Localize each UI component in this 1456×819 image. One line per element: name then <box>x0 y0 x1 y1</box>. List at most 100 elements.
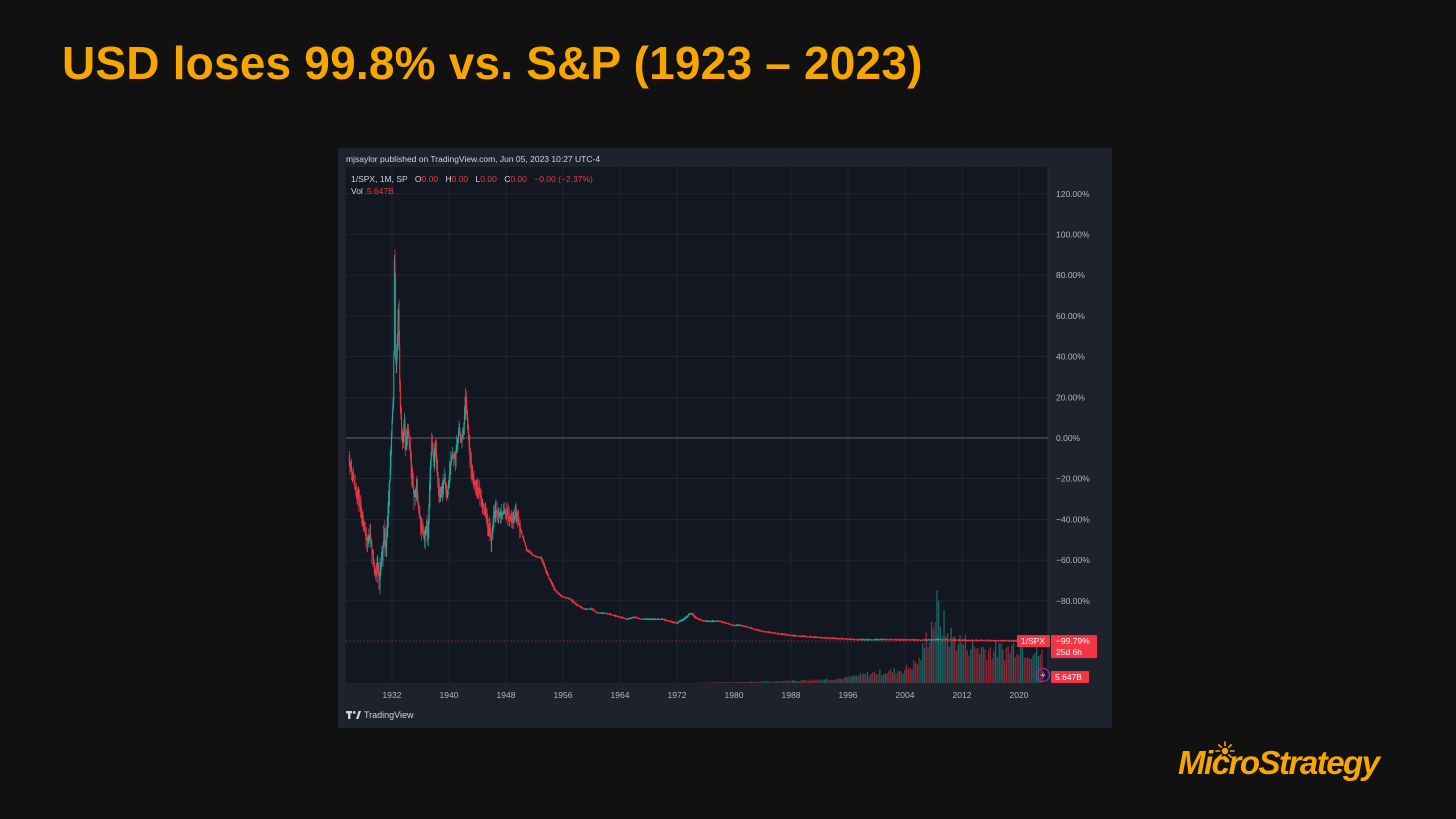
candle-body <box>656 619 658 620</box>
candle-body <box>683 618 685 620</box>
volume-bar <box>758 681 760 683</box>
volume-bar <box>727 682 730 683</box>
candle-body <box>828 637 830 639</box>
candle-body <box>865 639 867 641</box>
price-chart[interactable]: 120.00% 100.00% 80.00% 60.00% 40.00% 20.00% 0.… <box>338 148 1112 728</box>
candle-body <box>426 526 428 531</box>
candle-body <box>726 623 728 624</box>
candle-body <box>729 624 731 625</box>
candle-body <box>658 619 660 620</box>
candle-body <box>922 639 924 641</box>
candle-body <box>691 613 693 615</box>
candle-body <box>855 639 857 640</box>
candle-body <box>957 639 959 641</box>
candle-body <box>655 619 657 620</box>
candle-body <box>929 639 931 641</box>
candle-body <box>813 637 815 638</box>
volume-bar <box>989 647 991 683</box>
volume-bar <box>767 681 769 683</box>
candle-body <box>791 635 793 637</box>
candle-body <box>1007 640 1009 642</box>
candle-body <box>420 518 421 523</box>
high-label: H <box>445 174 452 184</box>
volume-bar <box>802 679 804 683</box>
candle-body <box>579 606 581 607</box>
candle-body <box>914 639 915 641</box>
candle-body <box>479 493 481 496</box>
candle-body <box>766 631 768 633</box>
candle-body <box>1014 640 1016 642</box>
candle-body <box>539 557 541 559</box>
volume-bar <box>898 671 901 683</box>
volume-bar <box>977 648 979 683</box>
candle-body <box>783 634 785 635</box>
volume-bar <box>832 679 835 683</box>
candle-body <box>368 536 370 540</box>
candle-body <box>357 496 359 500</box>
candle-body <box>449 473 451 481</box>
candle-body <box>873 639 875 641</box>
volume-bar <box>859 673 861 683</box>
candle-body <box>475 485 477 487</box>
candle-body <box>604 613 606 614</box>
candle-body <box>872 639 874 641</box>
candle-body <box>463 424 465 433</box>
candle-body <box>731 624 733 626</box>
candle-body <box>433 457 435 462</box>
candle-body <box>609 614 611 615</box>
candle-body <box>821 637 823 639</box>
candle-body <box>899 639 901 641</box>
candle-body <box>597 612 599 614</box>
tradingview-footer[interactable]: TradingView <box>346 710 414 720</box>
candle-body <box>532 554 534 556</box>
candle-body <box>436 453 438 464</box>
candle-body <box>814 637 816 638</box>
candle-body <box>661 619 663 620</box>
candle-body <box>947 639 949 641</box>
candle-body <box>504 511 506 513</box>
candle-body <box>565 597 567 599</box>
candle-body <box>797 635 799 637</box>
volume-bar <box>1030 658 1032 683</box>
candle-body <box>1016 640 1018 642</box>
x-tick-label: 1956 <box>554 690 573 700</box>
candle-body <box>563 597 565 598</box>
candle-body <box>512 520 514 522</box>
candle-body <box>867 639 869 641</box>
candle-body <box>582 607 584 609</box>
candle-body <box>623 618 625 619</box>
candle-body <box>564 597 566 599</box>
y-tick-label: 60.00% <box>1056 311 1085 321</box>
candle-body <box>464 404 466 415</box>
candle-body <box>760 630 762 632</box>
candle-body <box>398 309 400 323</box>
candle-body <box>804 636 806 637</box>
candle-body <box>735 625 737 626</box>
tradingview-chart-panel[interactable]: 120.00% 100.00% 80.00% 60.00% 40.00% 20.00% 0.… <box>338 148 1112 728</box>
candle-body <box>557 592 559 593</box>
candle-body <box>644 619 646 620</box>
candle-body <box>752 628 754 630</box>
candle-body <box>566 597 568 599</box>
candle-body <box>972 640 974 641</box>
candle-body <box>961 640 963 641</box>
candle-body <box>376 572 378 574</box>
candle-body <box>968 640 970 641</box>
candle-body <box>785 634 787 636</box>
candle-body <box>528 550 530 552</box>
candle-body <box>670 621 672 623</box>
published-info: mjsaylor published on TradingView.com, J… <box>346 154 601 164</box>
candle-body <box>822 637 824 639</box>
volume-bar <box>774 681 776 683</box>
candle-body <box>482 503 484 506</box>
candle-body <box>445 488 447 494</box>
candle-body <box>640 618 642 620</box>
candle-body <box>910 639 912 641</box>
candle-body <box>756 629 758 631</box>
candle-body <box>944 639 946 641</box>
candle-body <box>905 639 907 641</box>
candle-body <box>678 621 680 623</box>
candle-body <box>764 631 766 633</box>
volume-bar <box>1036 645 1038 683</box>
candle-body <box>789 635 791 636</box>
